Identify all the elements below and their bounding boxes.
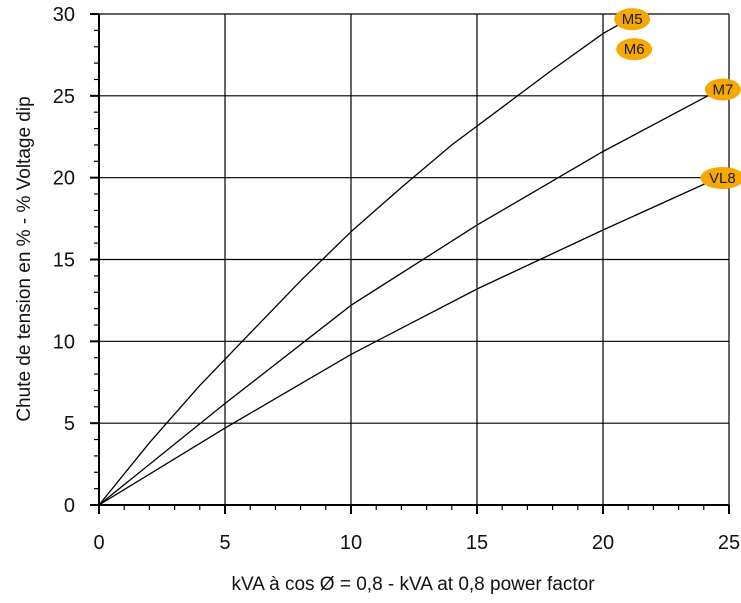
series-label-badge-M7 [704, 78, 741, 101]
y-tick-label: 5 [64, 413, 75, 435]
x-tick-label: 5 [219, 532, 230, 554]
x-tick-label: 15 [466, 532, 488, 554]
series-label-M5: M5 [622, 11, 643, 28]
series-label-badge-M6 [616, 38, 653, 61]
series-label-M7: M7 [712, 82, 733, 99]
y-tick-label: 10 [53, 331, 75, 353]
axes [90, 13, 730, 514]
series-label-badge-M5 [614, 8, 651, 31]
y-tick-label: 20 [53, 168, 75, 190]
series-line-0 [98, 21, 624, 506]
series-labels: M5 M6 M7 VL8 [614, 8, 741, 189]
series-line-1 [98, 92, 715, 506]
tick-labels: 0 5 10 15 20 25 0 5 10 15 20 25 30 [53, 4, 740, 554]
series-lines [98, 21, 715, 506]
y-tick-label: 30 [53, 4, 75, 26]
y-tick-label: 15 [53, 250, 75, 272]
y-tick-label: 25 [53, 86, 75, 108]
x-tick-label: 0 [93, 532, 104, 554]
y-axis-label: Chute de tension en % - % Voltage dip [14, 96, 35, 421]
series-line-2 [98, 180, 712, 506]
series-label-badge-VL8 [700, 166, 741, 189]
y-tick-label: 0 [64, 495, 75, 517]
x-axis-label: kVA à cos Ø = 0,8 - kVA at 0,8 power fac… [231, 574, 595, 595]
series-label-VL8: VL8 [709, 170, 736, 187]
x-tick-label: 20 [592, 532, 614, 554]
series-label-M6: M6 [624, 41, 645, 58]
grid [98, 13, 730, 506]
x-tick-label: 25 [718, 532, 740, 554]
x-tick-label: 10 [340, 532, 362, 554]
